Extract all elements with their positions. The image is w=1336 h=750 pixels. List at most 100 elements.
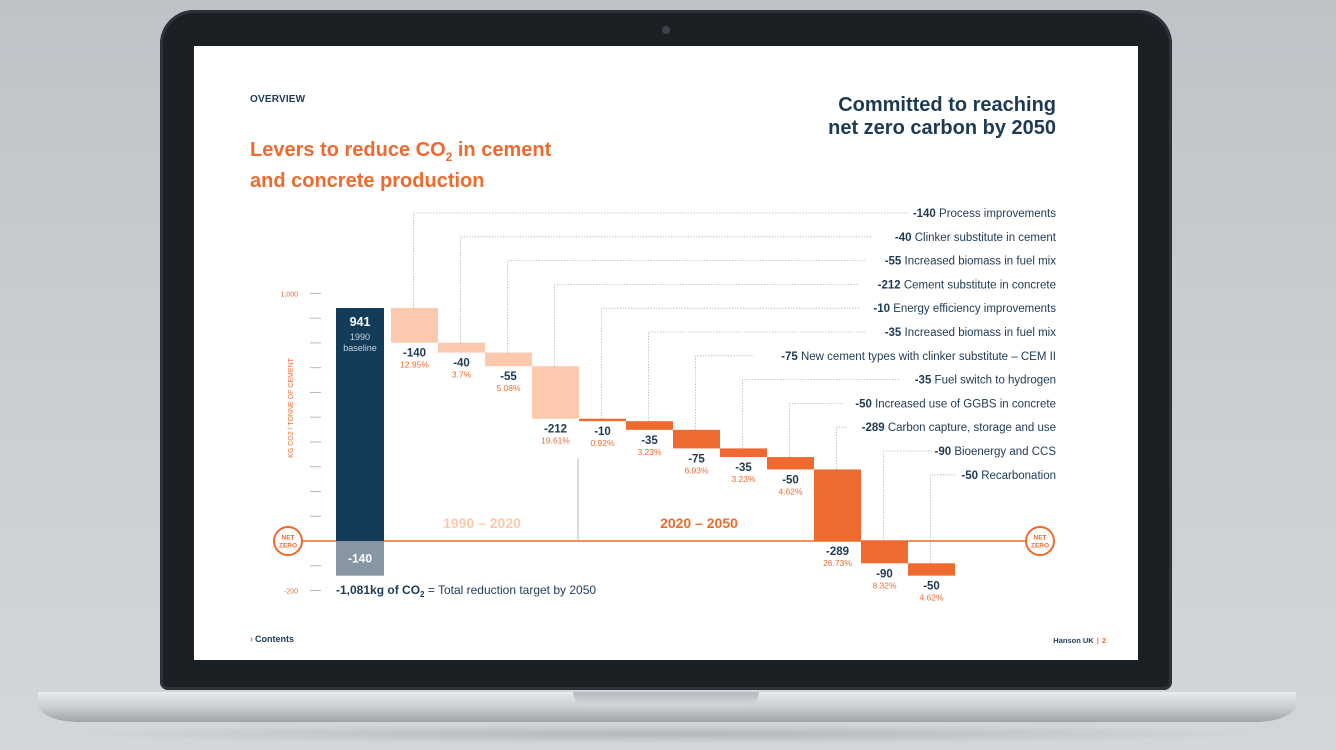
bar-value-label: -75 [688, 453, 705, 465]
bar-value-label: -35 [735, 462, 752, 474]
lever-label: -140 Process improvements [913, 208, 1056, 220]
lever-value: -140 [913, 208, 936, 220]
bar-percent-label: 0.92% [590, 438, 615, 448]
connector-line [413, 212, 909, 309]
net-zero-label: ZERO [1031, 543, 1049, 550]
contents-label: Contents [255, 634, 294, 644]
waterfall-bar [720, 448, 767, 458]
waterfall-bar [814, 469, 861, 541]
y-axis-label: KG CO2 / TONNE OF CEMENT [288, 357, 295, 457]
net-zero-badge [273, 526, 303, 556]
lever-description: Increased biomass in fuel mix [901, 256, 1056, 268]
title-part: Levers to reduce CO [250, 139, 446, 161]
lever-label: -75 New cement types with clinker substi… [781, 351, 1056, 363]
lever-value: -35 [885, 327, 902, 339]
lever-description: Fuel switch to hydrogen [931, 375, 1056, 387]
period-label: 2020 – 2050 [660, 515, 738, 531]
laptop-hinge-notch [573, 692, 759, 706]
bar-percent-label: 12.95% [400, 360, 429, 370]
bar-value-label: -40 [453, 358, 470, 370]
webcam-icon [662, 26, 670, 34]
lever-description: Clinker substitute in cement [912, 232, 1057, 244]
waterfall-bar [391, 308, 438, 343]
page-title: Levers to reduce CO2 in cement and concr… [250, 138, 610, 193]
lever-value: -10 [873, 303, 890, 315]
footer-brand: Hanson UK [1053, 636, 1094, 645]
bar-percent-label: 26.73% [823, 558, 852, 568]
footer-separator: | [1096, 636, 1099, 645]
waterfall-bar [767, 457, 814, 470]
lever-description: Recarbonation [978, 470, 1056, 482]
connector-line [836, 426, 848, 470]
bar-percent-label: 3.7% [452, 370, 472, 380]
laptop-screen: OVERVIEW Levers to reduce CO2 in cement … [194, 46, 1138, 660]
lever-value: -289 [862, 422, 885, 434]
net-zero-label: NET [1034, 535, 1047, 542]
bar-value-label: -212 [544, 424, 567, 436]
lever-label: -35 Increased biomass in fuel mix [885, 327, 1057, 339]
page-number: 2 [1101, 636, 1106, 645]
waterfall-bar [579, 418, 626, 422]
contents-link[interactable]: › Contents [250, 634, 294, 644]
net-zero-label: NET [282, 535, 295, 542]
lever-value: -90 [935, 446, 952, 458]
connector-line [789, 402, 844, 458]
net-zero-label: ZERO [279, 543, 297, 550]
lever-value: -50 [961, 470, 978, 482]
lever-label: -50 Recarbonation [961, 470, 1056, 482]
waterfall-bar [626, 421, 673, 430]
waterfall-bar [532, 366, 579, 419]
title-part-end: in cement [452, 139, 552, 161]
bar-percent-label: 4.62% [919, 593, 944, 603]
baseline-year: 1990 [350, 332, 370, 342]
bar-value-label: -55 [500, 371, 517, 383]
lever-label: -212 Cement substitute in concrete [878, 279, 1056, 291]
connector-line [930, 474, 956, 564]
connector-line [507, 260, 866, 353]
total-reduction: -1,081kg of CO2 = Total reduction target… [336, 583, 596, 599]
connector-line [883, 450, 933, 541]
total-text: = Total reduction target by 2050 [424, 583, 596, 597]
baseline-label: baseline [343, 343, 377, 353]
y-tick-label: -200 [284, 589, 298, 596]
bar-percent-label: 4.62% [778, 486, 803, 496]
bar-value-label: -50 [923, 581, 940, 593]
waterfall-bar [485, 352, 532, 367]
lever-label: -289 Carbon capture, storage and use [862, 422, 1056, 434]
lever-value: -212 [878, 279, 901, 291]
lever-description: Process improvements [936, 208, 1056, 220]
title-line2: and concrete production [250, 170, 485, 192]
lever-value: -50 [855, 398, 872, 410]
bar-percent-label: 19.61% [541, 436, 570, 446]
lever-value: -35 [915, 375, 932, 387]
bar-percent-label: 3.23% [731, 474, 756, 484]
lever-description: Increased biomass in fuel mix [901, 327, 1056, 339]
total-subscript: 2 [420, 590, 425, 599]
baseline-bar [336, 308, 384, 541]
bar-value-label: -140 [403, 348, 426, 360]
connector-line [648, 331, 866, 422]
lever-description: Increased use of GGBS in concrete [872, 398, 1056, 410]
connector-line [742, 379, 900, 449]
connector-line [460, 236, 872, 343]
bar-value-label: -50 [782, 474, 799, 486]
bar-percent-label: 8.32% [872, 580, 897, 590]
waterfall-bar [438, 342, 485, 353]
section-label: OVERVIEW [250, 94, 306, 105]
period-label: 1990 – 2020 [443, 515, 521, 531]
net-zero-badge [1025, 526, 1055, 556]
bar-percent-label: 5.08% [496, 383, 521, 393]
chevron-right-icon: › [250, 634, 253, 644]
lever-value: -40 [895, 232, 912, 244]
y-tick-label: 1,000 [280, 291, 298, 298]
baseline-value: 941 [350, 315, 371, 329]
bar-percent-label: 3.23% [637, 447, 662, 457]
lever-description: Cement substitute in concrete [901, 279, 1056, 291]
bar-value-label: -289 [826, 546, 849, 558]
lever-description: Carbon capture, storage and use [885, 422, 1056, 434]
title-subscript: 2 [445, 150, 453, 164]
lever-label: -90 Bioenergy and CCS [935, 446, 1057, 458]
connector-line [554, 283, 859, 367]
lever-label: -50 Increased use of GGBS in concrete [855, 398, 1056, 410]
